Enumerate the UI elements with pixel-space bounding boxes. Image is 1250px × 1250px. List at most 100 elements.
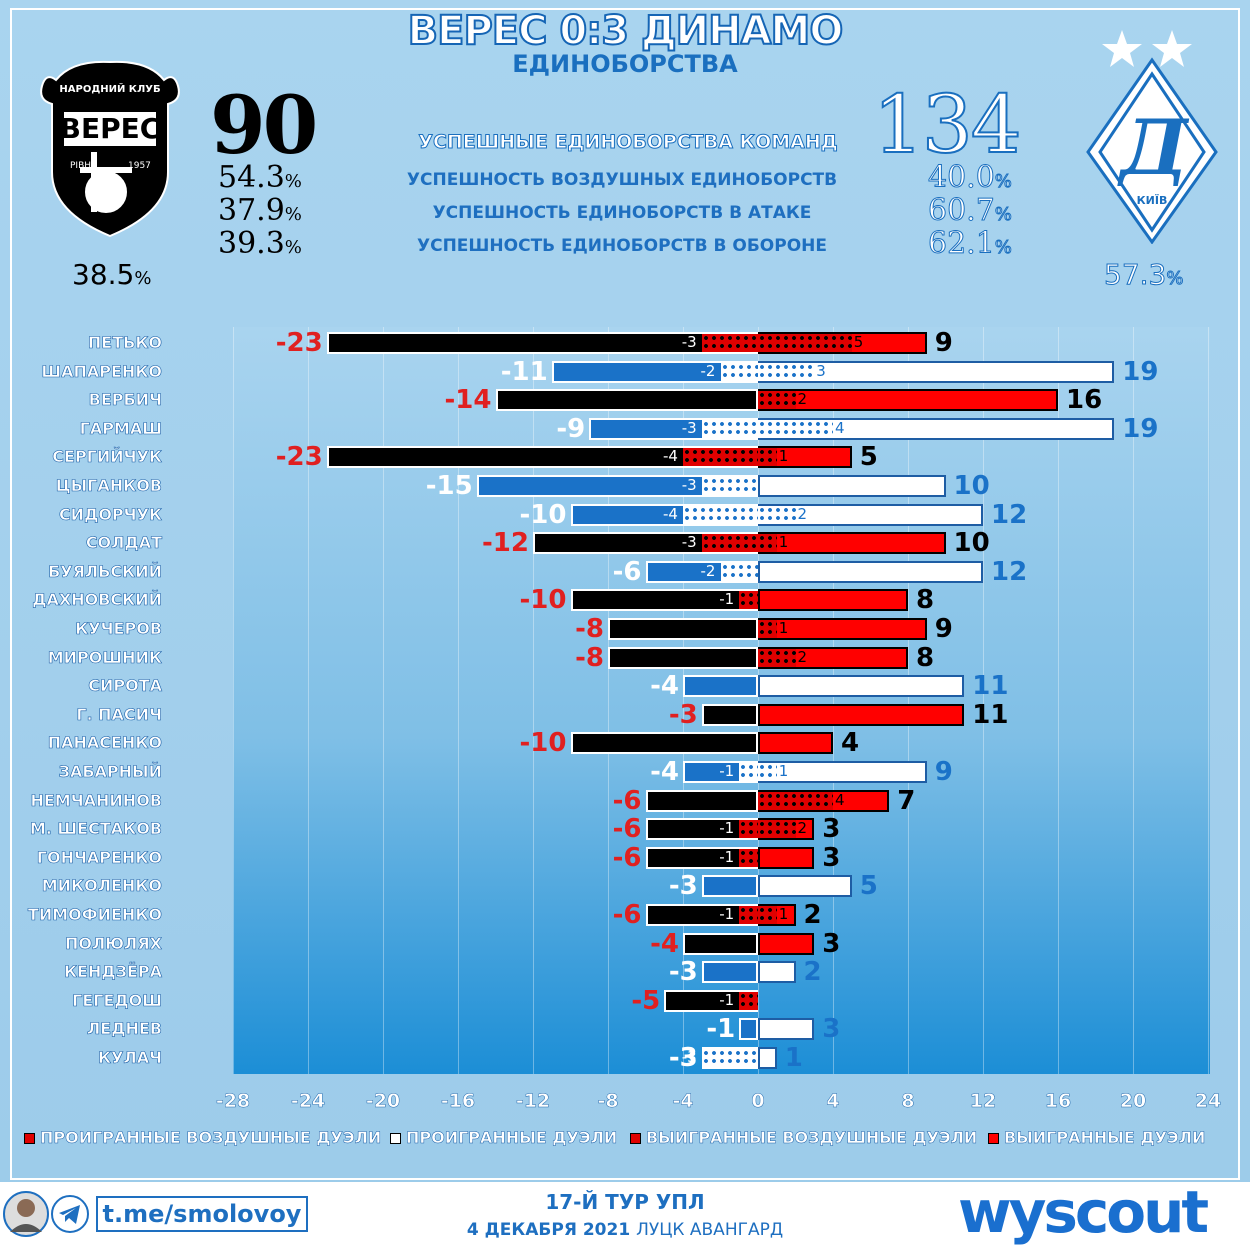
lost-duels-value: -11 — [500, 356, 548, 387]
lost-duels-bar — [701, 875, 758, 898]
gridline — [1058, 327, 1059, 1074]
won-air-duels-label: 1 — [778, 447, 789, 466]
wyscout-logo: wyscout — [958, 1178, 1209, 1246]
won-duels-bar — [758, 846, 815, 869]
won-air-duels-bar — [758, 906, 777, 924]
lost-air-duels-label: -1 — [719, 847, 735, 866]
won-duels-value: 11 — [972, 699, 1009, 730]
x-tick-label: -16 — [440, 1090, 476, 1113]
match-title: ВЕРЕС 0:3 ДИНАМО — [407, 7, 845, 55]
dynamo-logo-city: КИЇВ — [1137, 193, 1168, 207]
won-air-duels-bar — [758, 505, 796, 524]
stat-label-defense: УСПЕШНОСТЬ ЕДИНОБОРСТВ В ОБОРОНЕ — [416, 236, 828, 256]
match-subtitle: ЕДИНОБОРСТВА — [512, 50, 738, 78]
won-air-duels-label: 4 — [835, 418, 845, 437]
lost-air-duels-label: -2 — [700, 561, 716, 580]
won-duels-value: 11 — [972, 671, 1009, 702]
lost-air-duels-bar — [739, 820, 758, 839]
lost-air-duels-bar — [720, 362, 758, 381]
won-duels-value: 3 — [822, 928, 841, 959]
lost-duels-value: -14 — [444, 385, 492, 416]
gridline — [758, 327, 759, 1074]
stat-label-team: УСПЕШНЫЕ ЕДИНОБОРСТВА КОМАНД — [418, 131, 838, 154]
won-duels-bar — [758, 675, 965, 698]
won-duels-bar — [758, 1018, 815, 1041]
lost-air-duels-bar — [739, 906, 758, 924]
lost-duels-value: -3 — [668, 699, 698, 730]
lost-duels-bar — [645, 789, 758, 812]
won-duels-value: 5 — [859, 442, 878, 473]
lost-duels-value: -6 — [612, 814, 642, 845]
telegram-icon[interactable] — [50, 1194, 90, 1234]
veres-logo: НАРОДНИЙ КЛУБ ВЕРЕС РІВНЕ 1957 — [40, 60, 180, 238]
lost-air-duels-label: -4 — [663, 447, 678, 466]
lost-duels-bar — [683, 932, 758, 955]
won-duels-value: 4 — [841, 728, 860, 759]
won-duels-bar — [758, 961, 796, 984]
lost-air-duels-bar — [701, 1049, 758, 1067]
won-air-duels-bar — [758, 534, 777, 553]
legend-swatch-won — [988, 1133, 999, 1144]
player-name: МИРОШНИК — [47, 647, 162, 667]
player-name: КУЛАЧ — [97, 1048, 163, 1068]
x-tick-label: -8 — [597, 1090, 619, 1113]
won-air-duels-label: 1 — [778, 619, 789, 637]
won-air-duels-label: 1 — [778, 533, 789, 552]
lost-air-duels-bar — [701, 334, 758, 352]
lost-air-duels-label: -1 — [719, 819, 735, 838]
won-duels-value: 3 — [822, 814, 841, 845]
x-tick-label: -12 — [515, 1090, 551, 1113]
legend-won-air: ВЫИГРАННЫЕ ВОЗДУШНЫЕ ДУЭЛИ — [630, 1128, 978, 1147]
lost-duels-bar — [701, 703, 758, 726]
lost-air-duels-label: -1 — [719, 762, 735, 780]
gridline — [983, 327, 984, 1074]
player-name: ГОНЧАРЕНКО — [36, 847, 162, 867]
won-air-duels-label: 2 — [797, 647, 808, 666]
lost-air-duels-bar — [701, 419, 758, 438]
veres-logo-year: 1957 — [128, 161, 151, 171]
lost-duels-value: -23 — [275, 442, 323, 473]
legend-swatch-lost-air — [24, 1133, 35, 1144]
lost-duels-bar — [739, 1018, 758, 1041]
x-tick-label: 16 — [1044, 1090, 1072, 1113]
lost-air-duels-label: -3 — [681, 333, 697, 351]
won-duels-value: 10 — [953, 528, 990, 559]
player-name: ДАХНОВСКИЙ — [32, 590, 162, 610]
telegram-handle-link[interactable]: t.me/smolovoy — [96, 1196, 308, 1232]
match-venue: ЛУЦК АВАНГАРД — [636, 1220, 784, 1240]
lost-air-duels-label: -3 — [681, 1048, 697, 1066]
legend-lost-air: ПРОИГРАННЫЕ ВОЗДУШНЫЕ ДУЭЛИ — [24, 1128, 382, 1147]
lost-air-duels-label: -2 — [700, 361, 716, 380]
lost-air-duels-bar — [701, 477, 758, 495]
author-avatar — [3, 1191, 49, 1237]
lost-duels-value: -12 — [482, 528, 529, 559]
lost-duels-value: -4 — [650, 671, 679, 702]
player-name: Г. ПАСИЧ — [76, 704, 162, 724]
player-name: СИРОТА — [88, 676, 162, 696]
lost-duels-bar — [683, 675, 758, 698]
player-name: МИКОЛЕНКО — [41, 876, 162, 896]
player-name: КЕНДЗЁРА — [63, 962, 163, 982]
player-name: ШАПАРЕНКО — [41, 361, 162, 381]
dynamo-air-pct: 40.0% — [928, 160, 1013, 196]
won-duels-value: 3 — [822, 842, 841, 873]
won-duels-value: 2 — [803, 957, 822, 988]
won-air-duels-label: 5 — [853, 333, 864, 351]
lost-duels-value: -10 — [519, 728, 567, 759]
player-name: ПАНАСЕНКО — [47, 733, 162, 753]
won-air-duels-bar — [758, 419, 833, 438]
match-date-venue: 4 ДЕКАБРЯ 2021 ЛУЦК АВАНГАРД — [0, 1220, 1250, 1240]
stat-label-air: УСПЕШНОСТЬ ВОЗДУШНЫХ ЕДИНОБОРСТВ — [406, 170, 838, 190]
lost-duels-value: -4 — [650, 757, 679, 787]
won-duels-value: 19 — [1122, 356, 1159, 387]
lost-air-duels-label: -4 — [663, 504, 678, 523]
dynamo-total: 134 — [872, 77, 1023, 172]
gridline — [533, 327, 534, 1074]
x-tick-label: -28 — [215, 1090, 251, 1113]
lost-duels-value: -6 — [612, 785, 642, 816]
lost-duels-value: -1 — [706, 1014, 736, 1045]
svg-text:Д: Д — [1117, 103, 1190, 192]
won-duels-bar — [758, 732, 833, 755]
won-duels-value: 2 — [803, 900, 822, 930]
lost-duels-value: -9 — [556, 413, 586, 444]
